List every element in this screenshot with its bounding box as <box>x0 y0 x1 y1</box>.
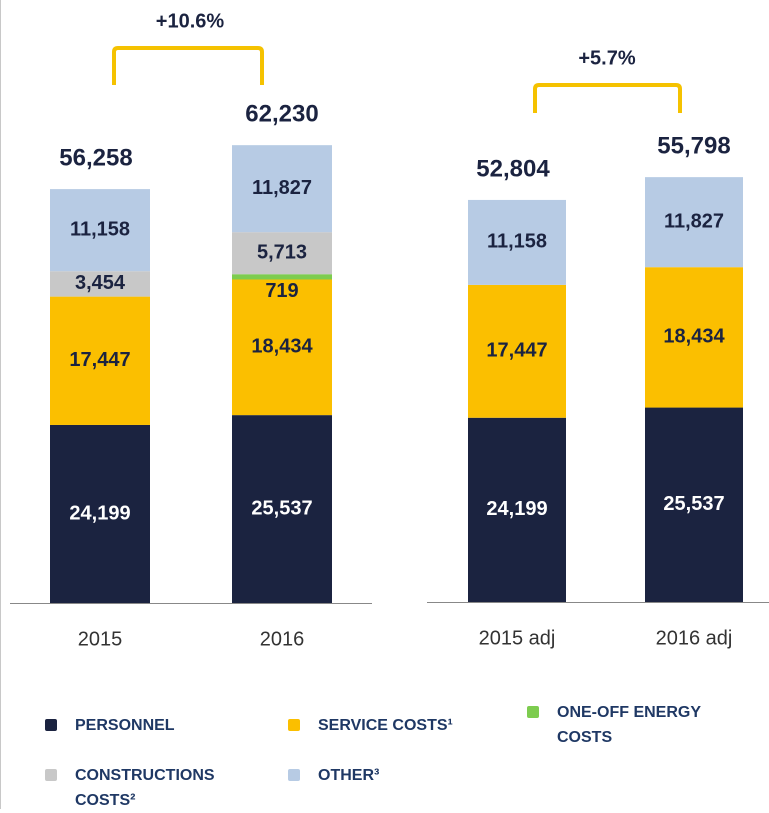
segment-label: 3,454 <box>75 272 126 294</box>
segment-label: 5,713 <box>257 241 307 263</box>
bar-segment <box>645 267 743 408</box>
segment-label: 11,158 <box>70 218 130 240</box>
legend-marker <box>45 719 57 731</box>
bar-segment <box>50 271 150 297</box>
bar-segment <box>645 407 743 602</box>
growth-label: +10.6% <box>156 10 225 32</box>
growth-bracket <box>533 83 682 113</box>
total-label: 56,258 <box>59 144 132 171</box>
segment-label: 11,158 <box>487 231 547 253</box>
segment-label: 24,199 <box>69 502 130 524</box>
x-tick-label: 2016 <box>260 628 305 650</box>
legend-label: OTHER³ <box>318 767 380 784</box>
bar-segment <box>50 424 150 603</box>
segment-label: 18,434 <box>251 336 313 358</box>
bar-segment <box>50 189 150 272</box>
growth-label: +5.7% <box>578 47 635 69</box>
bar-segment <box>232 415 332 603</box>
x-tick-label: 2016 adj <box>656 627 733 649</box>
bar-segment <box>468 199 566 285</box>
legend-marker <box>288 769 300 781</box>
bar-segment <box>468 284 566 418</box>
segment-label: 25,537 <box>251 497 312 519</box>
segment-label: 11,827 <box>664 210 724 232</box>
bar-segment <box>232 279 332 416</box>
legend-label: CONSTRUCTIONS COSTS² <box>75 767 215 809</box>
growth-bracket <box>112 46 264 85</box>
segment-label: 17,447 <box>69 349 130 371</box>
segment-label: 24,199 <box>486 498 547 520</box>
legend-marker <box>288 719 300 731</box>
legend-label: SERVICE COSTS¹ <box>318 717 453 734</box>
segment-label: 17,447 <box>486 340 547 362</box>
bar-segment <box>232 232 332 275</box>
segment-label: 719 <box>265 280 298 302</box>
legend-label: PERSONNEL <box>75 717 175 734</box>
segment-label: 18,434 <box>663 326 725 348</box>
x-tick-label: 2015 <box>78 628 123 650</box>
bar-segment <box>50 296 150 425</box>
legend-label: ONE-OFF ENERGY COSTS <box>557 704 701 746</box>
total-label: 55,798 <box>657 132 730 159</box>
bar-segment <box>232 145 332 233</box>
bar-segment <box>468 417 566 602</box>
segment-label: 11,827 <box>252 177 312 199</box>
legend-marker <box>45 769 57 781</box>
total-label: 52,804 <box>476 155 550 182</box>
bar-segment <box>232 274 332 280</box>
segment-label: 25,537 <box>663 493 724 515</box>
bar-segment <box>645 177 743 268</box>
legend-marker <box>527 706 539 718</box>
total-label: 62,230 <box>245 101 318 128</box>
x-tick-label: 2015 adj <box>479 627 556 649</box>
